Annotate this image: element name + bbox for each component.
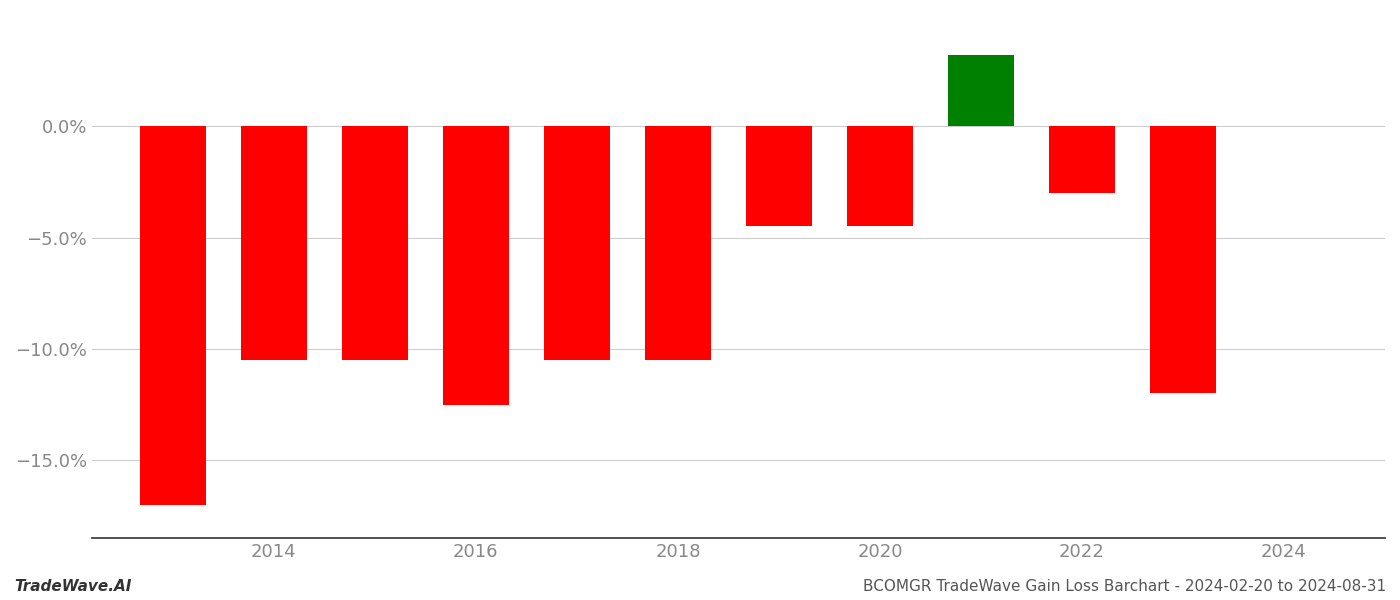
Bar xyxy=(342,127,407,360)
Bar xyxy=(948,55,1014,127)
Bar xyxy=(442,127,508,404)
Bar xyxy=(746,127,812,226)
Text: BCOMGR TradeWave Gain Loss Barchart - 2024-02-20 to 2024-08-31: BCOMGR TradeWave Gain Loss Barchart - 20… xyxy=(862,579,1386,594)
Bar xyxy=(545,127,609,360)
Bar xyxy=(847,127,913,226)
Bar xyxy=(1049,127,1114,193)
Bar xyxy=(645,127,711,360)
Bar xyxy=(1151,127,1215,394)
Bar xyxy=(241,127,307,360)
Bar xyxy=(140,127,206,505)
Text: TradeWave.AI: TradeWave.AI xyxy=(14,579,132,594)
